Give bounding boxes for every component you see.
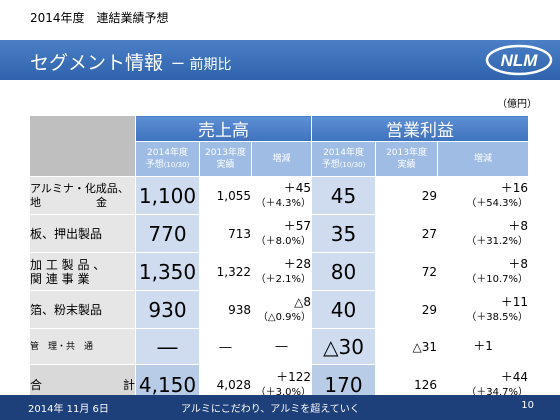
profit-change-cell: ＋8 （＋31.2%） <box>437 214 530 253</box>
table-row: アルミナ・化成品、地 金 1,100 1,055 ＋45 （＋4.3%） 45 2… <box>29 176 530 215</box>
footer-bar <box>0 395 560 420</box>
unit-label: （億円） <box>497 99 537 110</box>
sales-forecast-cell: ― <box>135 328 200 365</box>
sales-change-cell: △8 （△0.9%） <box>250 290 313 329</box>
sales-group-header: 売上高 <box>134 115 313 142</box>
segment-table: 売上高 営業利益 2014年度 予想(10/30) 2013年度 実績 増減 201… <box>29 115 530 405</box>
segment-name: 管 理・共 通 <box>29 328 136 365</box>
slide-title-main: セグメント情報 <box>30 52 164 74</box>
profit-group-header: 営業利益 <box>311 115 530 142</box>
profit-forecast-cell: 40 <box>311 290 377 329</box>
table-row: 板、押出製品 770 713 ＋57 （＋8.0%） 35 27 ＋8 （＋31.2… <box>29 214 530 253</box>
sales-forecast-header: 2014年度 予想(10/30) <box>135 141 200 177</box>
logo-text: NLM <box>501 51 539 70</box>
profit-forecast-cell: 45 <box>311 176 377 215</box>
sales-forecast-cell: 930 <box>135 290 200 329</box>
slide-title: セグメント情報ー 前期比 <box>30 48 231 75</box>
table-row: 管 理・共 通 ― ― ― △30 △31 ＋1 <box>29 328 530 365</box>
profit-change-cell: ＋1 <box>437 328 530 365</box>
segment-name: 箔、粉末製品 <box>29 290 136 329</box>
profit-forecast-cell: △30 <box>311 328 377 365</box>
profit-change-cell: ＋11 （＋38.5%） <box>437 290 530 329</box>
profit-change-cell: ＋16 （＋54.3%） <box>437 176 530 215</box>
profit-forecast-header: 2014年度 予想(10/30) <box>311 141 377 177</box>
profit-forecast-cell: 80 <box>311 252 377 291</box>
sales-prev-cell: ― <box>199 328 252 365</box>
profit-forecast-cell: 35 <box>311 214 377 253</box>
profit-prev-cell: 72 <box>375 252 439 291</box>
table-row: 箔、粉末製品 930 938 △8 （△0.9%） 40 29 ＋11 （＋38.5… <box>29 290 530 329</box>
sales-forecast-cell: 1,100 <box>135 176 200 215</box>
profit-actual-header: 2013年度 実績 <box>375 141 439 177</box>
profit-prev-cell: 27 <box>375 214 439 253</box>
sales-prev-cell: 1,055 <box>199 176 252 215</box>
footer-date: 2014年 11月 6日 <box>28 404 109 415</box>
sales-change-cell: ― <box>250 328 313 365</box>
sales-change-cell: ＋45 （＋4.3%） <box>250 176 313 215</box>
table-row: 加 工 製 品 、関 連 事 業 1,350 1,322 ＋28 （＋2.1%） … <box>29 252 530 291</box>
slide-subtitle: ー 前期比 <box>171 57 232 73</box>
title-bar: セグメント情報ー 前期比 NLM <box>0 40 560 80</box>
profit-prev-cell: 29 <box>375 176 439 215</box>
fiscal-year-label: 2014年度 連結業績予想 <box>30 11 169 25</box>
sales-forecast-cell: 1,350 <box>135 252 200 291</box>
sales-forecast-cell: 770 <box>135 214 200 253</box>
sales-change-cell: ＋28 （＋2.1%） <box>250 252 313 291</box>
page-number: 10 <box>521 400 534 411</box>
segment-name: 板、押出製品 <box>29 214 136 253</box>
segment-name: アルミナ・化成品、地 金 <box>29 176 136 215</box>
sales-prev-cell: 713 <box>199 214 252 253</box>
footer-slogan: アルミにこだわり、アルミを超えていく <box>181 404 360 415</box>
segment-name: 加 工 製 品 、関 連 事 業 <box>29 252 136 291</box>
profit-change-header: 増減 <box>437 141 530 177</box>
sales-actual-header: 2013年度 実績 <box>199 141 252 177</box>
profit-prev-cell: △31 <box>375 328 439 365</box>
sales-change-cell: ＋57 （＋8.0%） <box>250 214 313 253</box>
table-corner <box>29 115 136 177</box>
profit-change-cell: ＋8 （＋10.7%） <box>437 252 530 291</box>
company-logo-icon: NLM <box>485 44 553 76</box>
sales-change-header: 増減 <box>250 141 313 177</box>
sales-prev-cell: 938 <box>199 290 252 329</box>
sales-prev-cell: 1,322 <box>199 252 252 291</box>
profit-prev-cell: 29 <box>375 290 439 329</box>
